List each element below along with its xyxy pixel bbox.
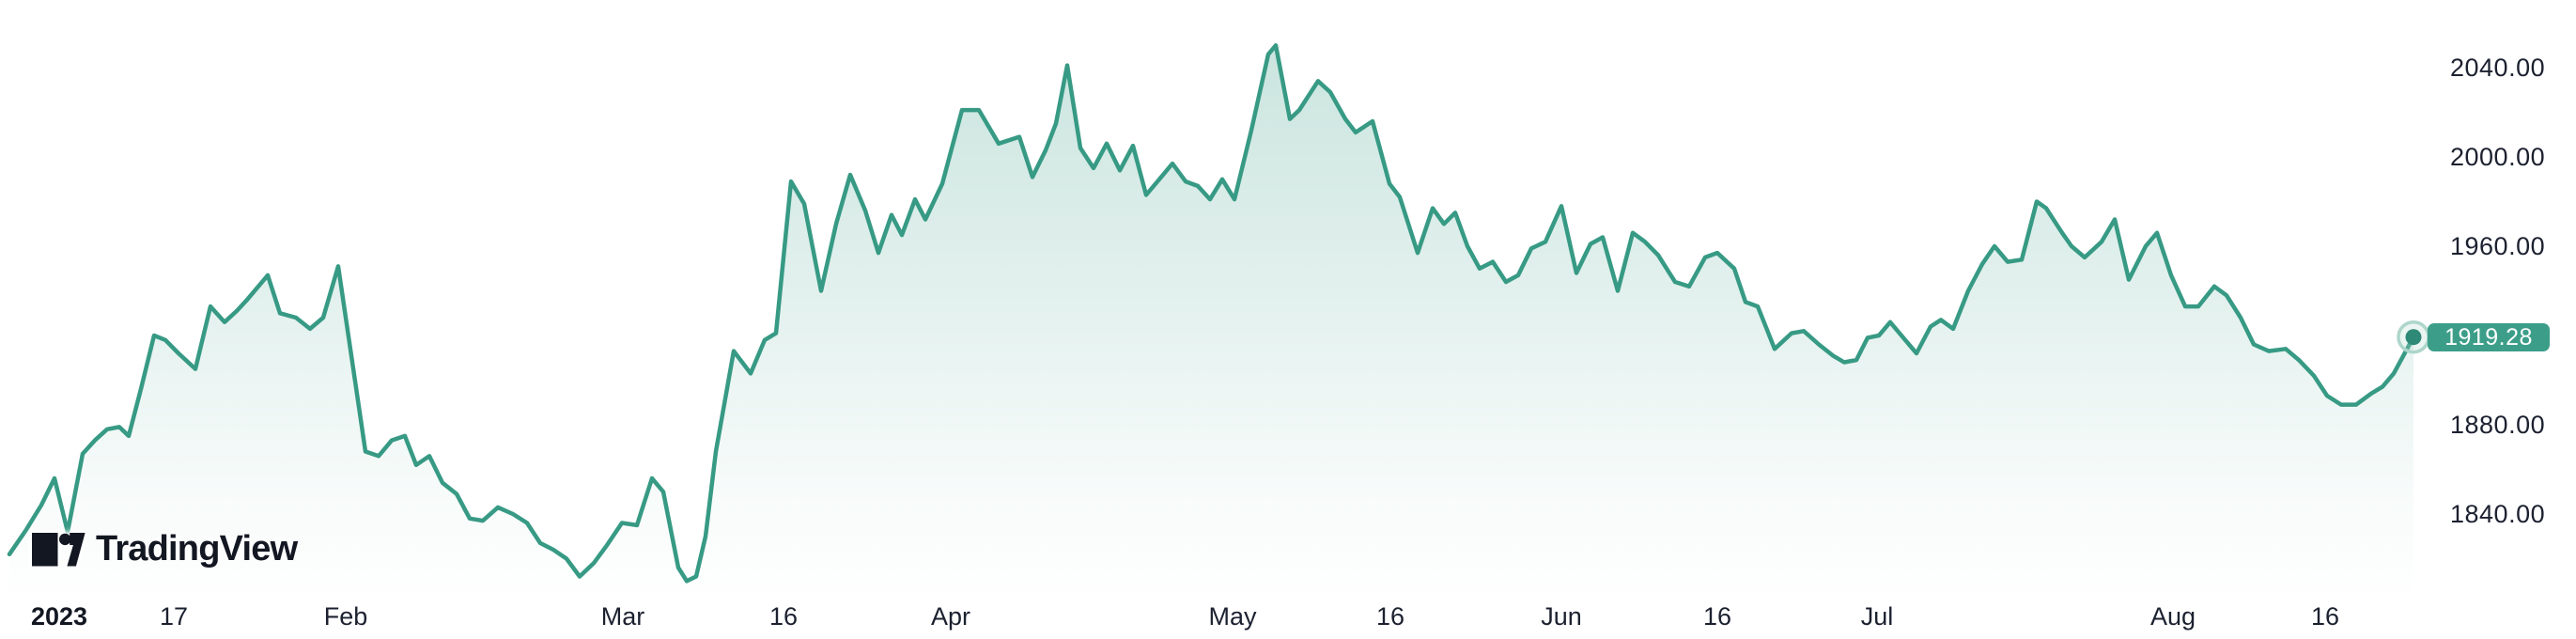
price-axis-label: 2000.00 bbox=[2450, 143, 2546, 171]
time-axis-label: Aug bbox=[2149, 602, 2196, 631]
price-axis-label: 2040.00 bbox=[2450, 54, 2546, 82]
time-axis-label: 16 bbox=[1375, 602, 1405, 631]
tradingview-logo-link[interactable]: TradingView bbox=[32, 529, 298, 569]
time-axis-label: Mar bbox=[600, 602, 645, 631]
tradingview-logo-icon bbox=[32, 532, 85, 566]
price-axis-label: 1840.00 bbox=[2450, 500, 2546, 528]
time-axis-label: Feb bbox=[323, 602, 368, 631]
time-axis-label: 2023 bbox=[30, 602, 88, 631]
time-axis-label: Jul bbox=[1860, 602, 1894, 631]
area-fill bbox=[9, 45, 2413, 607]
last-price-badge: 1919.28 bbox=[2428, 323, 2550, 351]
last-price-marker-dot bbox=[2405, 329, 2422, 346]
tradingview-logo-text: TradingView bbox=[96, 529, 298, 569]
price-line bbox=[7, 43, 2416, 584]
time-axis-label: 16 bbox=[2310, 602, 2340, 631]
price-axis-label: 1880.00 bbox=[2450, 411, 2546, 439]
time-axis-label: 16 bbox=[1702, 602, 1732, 631]
time-axis-label: Jun bbox=[1541, 602, 1582, 631]
time-axis-label: 16 bbox=[768, 602, 799, 631]
time-axis-label: May bbox=[1208, 602, 1257, 631]
price-axis-label: 1960.00 bbox=[2450, 232, 2546, 260]
time-axis-label: 17 bbox=[159, 602, 189, 631]
time-axis-label: Apr bbox=[930, 602, 971, 631]
